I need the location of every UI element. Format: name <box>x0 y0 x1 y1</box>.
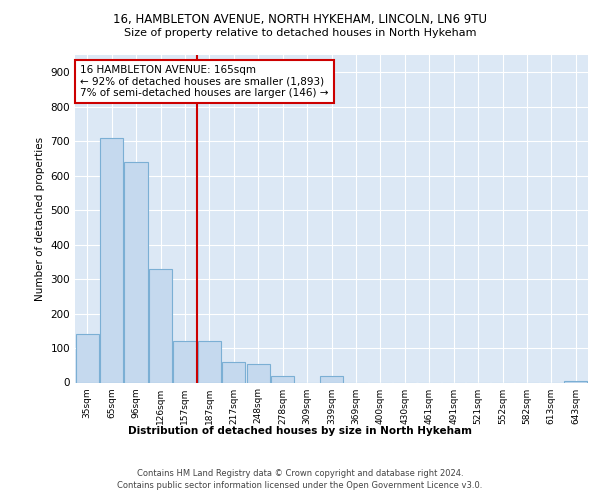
Text: 16 HAMBLETON AVENUE: 165sqm
← 92% of detached houses are smaller (1,893)
7% of s: 16 HAMBLETON AVENUE: 165sqm ← 92% of det… <box>80 65 329 98</box>
Bar <box>149 268 172 382</box>
Text: Distribution of detached houses by size in North Hykeham: Distribution of detached houses by size … <box>128 426 472 436</box>
Text: Size of property relative to detached houses in North Hykeham: Size of property relative to detached ho… <box>124 28 476 38</box>
Bar <box>564 381 587 382</box>
Text: 16, HAMBLETON AVENUE, NORTH HYKEHAM, LINCOLN, LN6 9TU: 16, HAMBLETON AVENUE, NORTH HYKEHAM, LIN… <box>113 12 487 26</box>
Bar <box>198 341 221 382</box>
Bar <box>173 341 197 382</box>
Bar <box>247 364 270 382</box>
Bar <box>271 376 294 382</box>
Text: Contains public sector information licensed under the Open Government Licence v3: Contains public sector information licen… <box>118 481 482 490</box>
Bar <box>76 334 99 382</box>
Bar <box>124 162 148 382</box>
Bar <box>222 362 245 382</box>
Bar <box>320 376 343 382</box>
Bar <box>100 138 123 382</box>
Y-axis label: Number of detached properties: Number of detached properties <box>35 136 45 301</box>
Text: Contains HM Land Registry data © Crown copyright and database right 2024.: Contains HM Land Registry data © Crown c… <box>137 469 463 478</box>
